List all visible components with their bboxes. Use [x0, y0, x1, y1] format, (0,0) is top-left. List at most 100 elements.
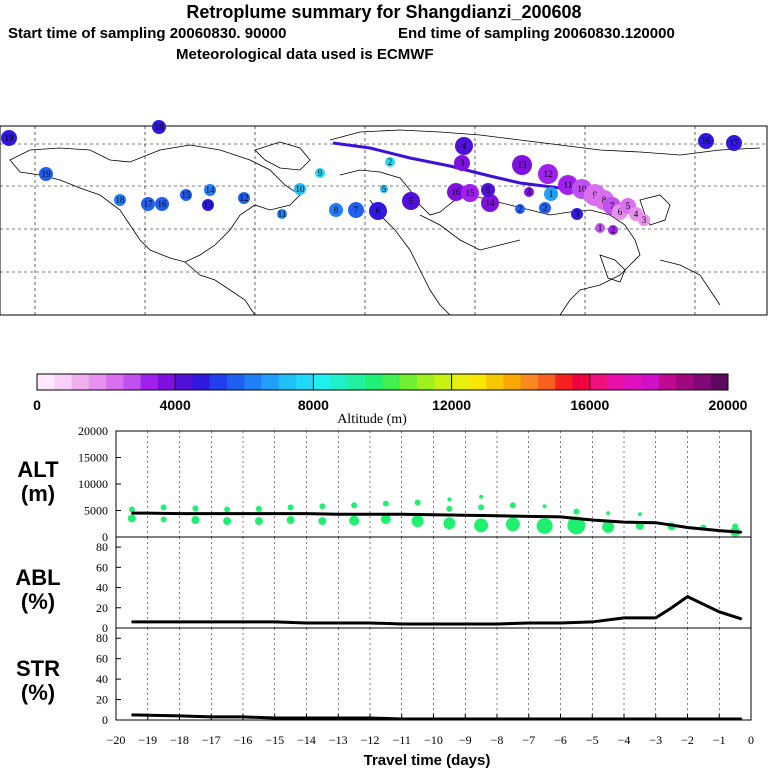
colorbar-cell	[417, 374, 435, 390]
y-tick-label: 10000	[78, 477, 108, 491]
series-point	[686, 595, 689, 598]
colorbar-cell	[261, 374, 280, 390]
x-tick-label: −16	[234, 733, 253, 747]
colorbar-cell	[106, 374, 124, 390]
plume-day-label: 15	[466, 188, 476, 198]
x-tick-label: −18	[170, 733, 189, 747]
series-point	[369, 622, 371, 624]
colorbar-cell	[88, 374, 107, 390]
chart-title: Retroplume summary for Shangdianzi_20060…	[186, 2, 582, 22]
plume-marker	[1, 130, 17, 146]
plume-day-label: 11	[564, 180, 573, 190]
plume-marker	[595, 223, 605, 233]
plume-day-label: 1	[549, 189, 554, 199]
series-point	[654, 617, 657, 619]
y-tick-label: 80	[96, 540, 108, 554]
colorbar-cell	[71, 374, 90, 390]
series-point	[623, 521, 625, 523]
panel-alt: 0 5000 10000 15000 20000 ALT(m)	[17, 424, 752, 544]
y-tick-label: 20	[96, 601, 108, 615]
plume-marker	[481, 183, 495, 197]
x-axis-label: Travel time (days)	[364, 752, 491, 768]
series-point	[131, 621, 133, 623]
coastlines	[9, 129, 761, 316]
plume-day-label: 5	[626, 201, 631, 211]
altitude-scatter-point	[191, 516, 200, 525]
plume-marker	[638, 214, 650, 226]
x-tick-label: −6	[554, 733, 567, 747]
series-point	[305, 622, 308, 624]
colorbar-cell	[676, 374, 694, 390]
colorbar-cell	[37, 374, 55, 390]
x-tick-label: −7	[522, 733, 535, 747]
altitude-scatter-point	[478, 504, 485, 511]
series-point	[210, 512, 213, 515]
altitude-scatter-point	[474, 518, 489, 533]
timeseries-panels: 05000100001500020000ALT(m)020406080ABL(%…	[15, 424, 754, 747]
altitude-scatter-point	[254, 517, 263, 526]
y-tick-label: 40	[96, 581, 108, 595]
colorbar-tick-label: 8000	[298, 397, 329, 413]
series-point	[718, 611, 721, 613]
colorbar-cell	[451, 374, 470, 390]
x-tick-label: −10	[424, 733, 443, 747]
altitude-scatter-point	[382, 500, 389, 507]
series-point	[400, 623, 403, 625]
series-point	[559, 622, 562, 624]
series-point	[210, 621, 213, 623]
colorbar-cell	[710, 374, 729, 390]
plume-marker	[481, 194, 499, 212]
colorbar-cell	[330, 374, 349, 390]
x-axis: −20 −19 −18 −17 −16 −15 −14 −13 −12 −11 −10 −9 −8 −7−…	[107, 714, 754, 747]
colorbar-cell	[175, 374, 193, 390]
y-tick-label: 20	[96, 693, 108, 707]
series-point	[273, 621, 276, 623]
plume-marker	[402, 192, 420, 210]
colorbar-cell	[347, 374, 366, 390]
series-point	[559, 516, 562, 518]
plume-day-label: 6	[618, 207, 623, 217]
plume-marker	[329, 203, 343, 217]
altitude-scatter-point	[223, 517, 232, 526]
altitude-scatter-point	[443, 517, 456, 530]
plume-day-label: 4	[462, 141, 467, 151]
series-point	[591, 519, 594, 521]
colorbar-cell	[313, 374, 332, 390]
altitude-colorbar: 0 4000 8000 12000 16000 20000 Altitude (m)	[33, 373, 748, 427]
plume-day-label: 8	[602, 195, 607, 205]
plume-day-label: 2	[388, 157, 393, 167]
colorbar-cell	[641, 374, 660, 390]
altitude-scatter-point	[287, 504, 294, 511]
series-point	[432, 513, 435, 516]
colorbar-cell	[693, 374, 712, 390]
colorbar-cell	[555, 374, 574, 390]
x-tick-label: −14	[297, 733, 316, 747]
plume-marker	[447, 183, 465, 201]
plume-day-label: 14	[486, 198, 496, 208]
plume-day-label: 19	[5, 133, 15, 143]
plume-marker	[202, 199, 214, 211]
colorbar-cell	[140, 374, 159, 390]
plume-marker	[380, 185, 388, 193]
series-point	[654, 521, 657, 524]
series-point	[496, 515, 498, 517]
y-tick-label: 0	[102, 621, 108, 635]
plume-marker	[348, 202, 364, 218]
series-point	[496, 623, 498, 625]
colorbar-cell	[503, 374, 522, 390]
plume-marker	[544, 187, 558, 201]
met-data-label: Meteorological data used is ECMWF	[176, 46, 434, 63]
panel-label: ALT	[17, 457, 59, 482]
series-point	[178, 621, 181, 623]
series-point	[178, 512, 181, 515]
panel-label: STR	[16, 656, 60, 681]
colorbar-cell	[607, 374, 625, 390]
altitude-scatter-point	[414, 499, 421, 506]
plume-day-label: 12	[240, 193, 249, 203]
colorbar-cell	[434, 374, 453, 390]
colorbar-cell	[658, 374, 677, 390]
y-tick-label: 5000	[84, 504, 108, 518]
plume-day-label: 10	[578, 184, 588, 194]
